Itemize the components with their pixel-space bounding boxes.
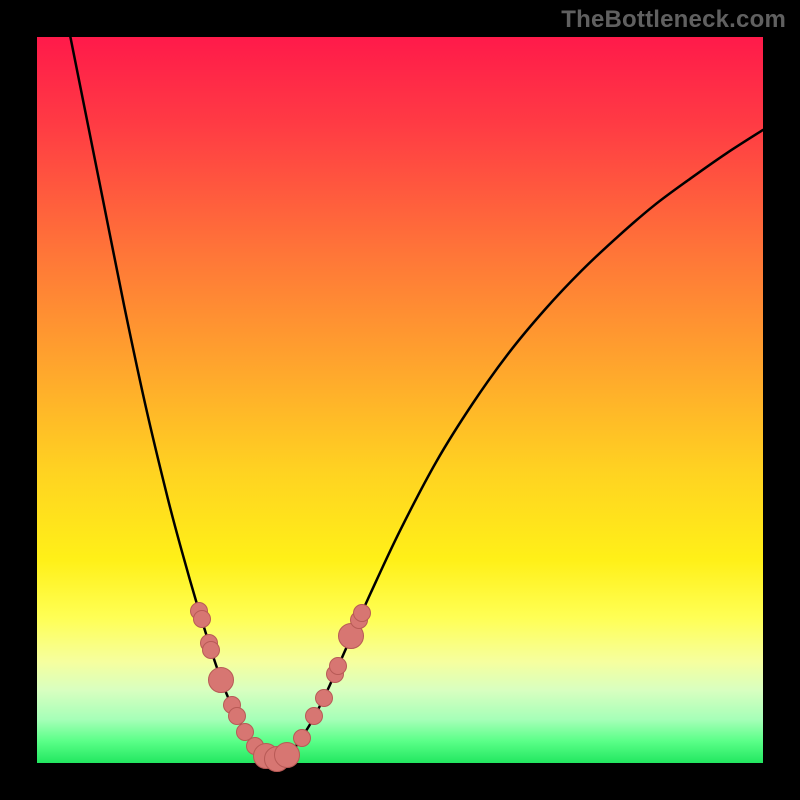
watermark-text: TheBottleneck.com — [561, 6, 786, 34]
data-marker — [193, 610, 211, 628]
data-marker — [293, 729, 311, 747]
data-marker — [202, 641, 220, 659]
chart-outer-frame: TheBottleneck.com — [0, 0, 800, 800]
v-curve-path — [66, 37, 763, 759]
data-marker — [305, 707, 323, 725]
data-marker — [315, 689, 333, 707]
v-curve — [37, 37, 763, 763]
data-marker — [274, 742, 300, 768]
plot-area — [37, 37, 763, 763]
data-marker — [208, 667, 234, 693]
data-marker — [353, 604, 371, 622]
data-marker — [329, 657, 347, 675]
